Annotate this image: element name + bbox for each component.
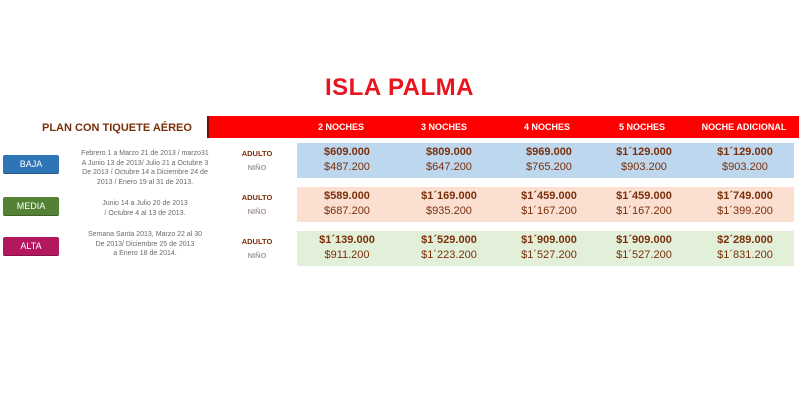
child-price: $903.200 <box>722 161 768 173</box>
child-price: $647.200 <box>426 161 472 173</box>
adult-price: $1´169.000 <box>421 190 477 202</box>
adult-price: $809.000 <box>426 146 472 158</box>
child-price: $935.200 <box>426 205 472 217</box>
adult-price: $1´459.000 <box>521 190 577 202</box>
adult-price: $1´129.000 <box>717 146 773 158</box>
page-title: ISLA PALMA <box>325 74 474 101</box>
adult-price: $1´139.000 <box>319 234 375 246</box>
adult-price: $1´459.000 <box>616 190 672 202</box>
adult-price: $609.000 <box>324 146 370 158</box>
child-price: $1´399.200 <box>717 205 773 217</box>
child-price: $1´527.200 <box>521 249 577 261</box>
header-3-noches: 3 NOCHES <box>420 122 467 132</box>
adult-price: $589.000 <box>324 190 370 202</box>
season-dates-line: 2013 / Enero 19 al 31 de 2013. <box>96 178 194 186</box>
header-4-noches: 4 NOCHES <box>523 122 570 132</box>
child-price: $1´167.200 <box>521 205 577 217</box>
season-dates-line: / Octubre 4 al 13 de 2013. <box>104 209 186 217</box>
adult-price: $1´909.000 <box>521 234 577 246</box>
season-dates-line: De 2013/ Diciembre 25 de 2013 <box>95 240 195 248</box>
season-dates: Febrero 1 a Marzo 21 de 2013 / marzo31 A … <box>62 149 228 187</box>
price-header-bar: 2 NOCHES 3 NOCHES 4 NOCHES 5 NOCHES NOCH… <box>207 116 799 138</box>
season-dates-line: Febrero 1 a Marzo 21 de 2013 / marzo31 <box>81 150 209 157</box>
price-band-media <box>297 187 794 222</box>
child-price: $911.200 <box>324 249 370 261</box>
child-label: NIÑO <box>247 207 267 216</box>
adult-price: $969.000 <box>526 146 572 158</box>
adult-label: ADULTO <box>241 237 273 246</box>
season-button-baja[interactable]: BAJA <box>3 155 59 174</box>
season-button-alta[interactable]: ALTA <box>3 237 59 256</box>
adult-label: ADULTO <box>241 149 273 158</box>
season-dates-line: Junio 14 a Julio 20 de 2013 <box>102 200 188 207</box>
price-band-baja <box>297 143 794 178</box>
season-dates-line: a Enero 18 de 2014. <box>113 250 177 257</box>
child-label: NIÑO <box>247 251 267 260</box>
header-noche-adicional: NOCHE ADICIONAL <box>701 122 787 132</box>
season-dates: Junio 14 a Julio 20 de 2013 / Octubre 4 a… <box>62 199 228 218</box>
season-dates-line: A Junio 13 de 2013/ Julio 21 a Octubre 3 <box>81 159 209 167</box>
season-dates-line: De 2013 / Octubre 14 a Diciembre 24 de <box>82 169 208 176</box>
child-price: $765.200 <box>526 161 572 173</box>
adult-price: $1´909.000 <box>616 234 672 246</box>
child-price: $1´831.200 <box>717 249 773 261</box>
adult-price: $1´529.000 <box>421 234 477 246</box>
adult-price: $1´129.000 <box>616 146 672 158</box>
child-price: $487.200 <box>324 161 370 173</box>
child-price: $1´167.200 <box>616 205 672 217</box>
child-price: $1´527.200 <box>616 249 672 261</box>
adult-price: $2´289.000 <box>717 234 773 246</box>
season-dates-line: Semana Santa 2013, Marzo 22 al 30 <box>87 231 203 238</box>
child-price: $1´223.200 <box>421 249 477 261</box>
season-dates: Semana Santa 2013, Marzo 22 al 30 De 2013… <box>62 230 228 259</box>
adult-label: ADULTO <box>241 193 273 202</box>
child-price: $903.200 <box>621 161 667 173</box>
adult-price: $1´749.000 <box>717 190 773 202</box>
header-5-noches: 5 NOCHES <box>618 122 665 132</box>
price-band-alta <box>297 231 794 266</box>
season-button-media[interactable]: MEDIA <box>3 197 59 216</box>
header-2-noches: 2 NOCHES <box>317 122 364 132</box>
child-price: $687.200 <box>324 205 370 217</box>
child-label: NIÑO <box>247 163 267 172</box>
plan-label: PLAN CON TIQUETE AÉREO <box>42 122 192 134</box>
